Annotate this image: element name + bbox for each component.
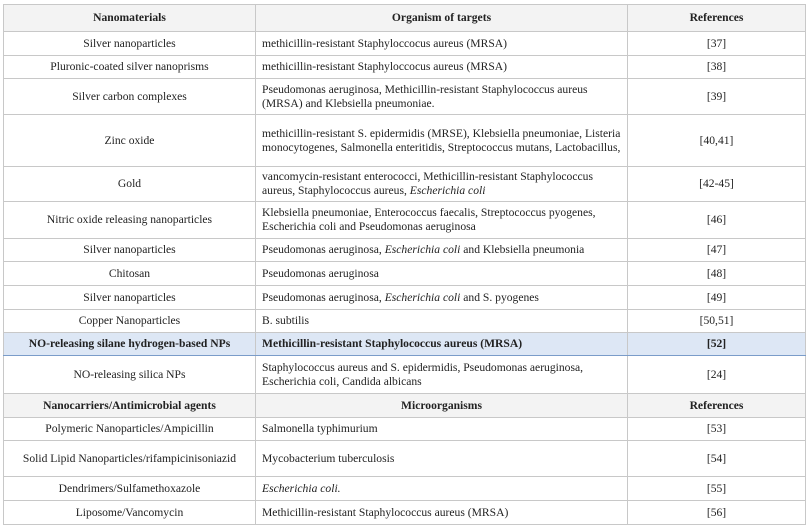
table-row: Gold vancomycin-resistant enterococci, Me… bbox=[3, 166, 806, 202]
reference-cell: References bbox=[627, 393, 806, 418]
organism-cell: Methicillin-resistant Staphylococcus aur… bbox=[255, 500, 628, 525]
organism-cell: Pseudomonas aeruginosa, Escherichia coli… bbox=[255, 285, 628, 310]
reference-cell: [48] bbox=[627, 261, 806, 286]
reference-cell: References bbox=[627, 4, 806, 32]
text: Pseudomonas aeruginosa, bbox=[262, 290, 385, 304]
organism-cell: Pseudomonas aeruginosa, Methicillin-resi… bbox=[255, 78, 628, 115]
material-cell: Silver carbon complexes bbox=[3, 78, 256, 115]
organism-cell: Pseudomonas aeruginosa, Escherichia coli… bbox=[255, 238, 628, 262]
organism-cell: B. subtilis bbox=[255, 309, 628, 333]
organism-cell: Salmonella typhimurium bbox=[255, 417, 628, 441]
reference-cell: [49] bbox=[627, 285, 806, 310]
table-row: Polymeric Nanoparticles/Ampicillin Salmon… bbox=[3, 417, 806, 441]
text: and Klebsiella pneumonia bbox=[460, 243, 585, 256]
reference-cell: [24] bbox=[627, 355, 806, 394]
table-row: Pluronic-coated silver nanoprisms methici… bbox=[3, 55, 806, 79]
table-row: Copper Nanoparticles B. subtilis [50,51] bbox=[3, 309, 806, 333]
table-row: Dendrimers/Sulfamethoxazole Escherichia c… bbox=[3, 476, 806, 501]
material-cell: Chitosan bbox=[3, 261, 256, 286]
organism-cell: Staphylococcus aureus and S. epidermidis… bbox=[255, 355, 628, 394]
italic-text: Escherichia coli bbox=[409, 184, 486, 197]
material-cell: Nanomaterials bbox=[3, 4, 256, 32]
organism-cell: Organism of targets bbox=[255, 4, 628, 32]
data-table: Nanomaterials Organism of targets Referenc… bbox=[3, 4, 806, 525]
table-row: Zinc oxide methicillin-resistant S. epide… bbox=[3, 114, 806, 167]
material-cell: Gold bbox=[3, 166, 256, 202]
text: vancomycin-resistant enterococci, Methic… bbox=[262, 170, 593, 197]
text: and S. pyogenes bbox=[460, 290, 539, 304]
organism-cell: methicillin-resistant Staphyloccocus aur… bbox=[255, 55, 628, 79]
reference-cell: [39] bbox=[627, 78, 806, 115]
reference-cell: [53] bbox=[627, 417, 806, 441]
organism-cell: Escherichia coli. bbox=[255, 476, 628, 501]
table-row: Chitosan Pseudomonas aeruginosa [48] bbox=[3, 261, 806, 286]
table-row: NO-releasing silica NPs Staphylococcus au… bbox=[3, 355, 806, 394]
reference-cell: [56] bbox=[627, 500, 806, 525]
material-cell: Nitric oxide releasing nanoparticles bbox=[3, 201, 256, 239]
organism-cell: Pseudomonas aeruginosa bbox=[255, 261, 628, 286]
material-cell: Polymeric Nanoparticles/Ampicillin bbox=[3, 417, 256, 441]
organism-cell: methicillin-resistant S. epidermidis (MR… bbox=[255, 114, 628, 167]
reference-cell: [46] bbox=[627, 201, 806, 239]
material-cell: Copper Nanoparticles bbox=[3, 309, 256, 333]
table-row: Silver nanoparticles Pseudomonas aerugino… bbox=[3, 238, 806, 262]
reference-cell: [37] bbox=[627, 31, 806, 56]
material-cell: Liposome/Vancomycin bbox=[3, 500, 256, 525]
material-cell: Silver nanoparticles bbox=[3, 31, 256, 56]
reference-cell: [54] bbox=[627, 440, 806, 477]
reference-cell: [38] bbox=[627, 55, 806, 79]
table-row: Nitric oxide releasing nanoparticles Kleb… bbox=[3, 201, 806, 239]
table-row: Silver carbon complexes Pseudomonas aerug… bbox=[3, 78, 806, 115]
organism-cell: Klebsiella pneumoniae, Enterococcus faec… bbox=[255, 201, 628, 239]
organism-cell: vancomycin-resistant enterococci, Methic… bbox=[255, 166, 628, 202]
italic-text: Escherichia coli bbox=[384, 243, 461, 256]
header-row: Nanomaterials Organism of targets Referenc… bbox=[3, 4, 806, 32]
material-cell: NO-releasing silane hydrogen-based NPs bbox=[3, 332, 256, 356]
reference-cell: [47] bbox=[627, 238, 806, 262]
material-cell: Nanocarriers/Antimicrobial agents bbox=[3, 393, 256, 418]
reference-cell: [40,41] bbox=[627, 114, 806, 167]
organism-cell: Methicillin-resistant Staphylococcus aur… bbox=[255, 332, 628, 356]
table-row: NO-releasing silane hydrogen-based NPs Me… bbox=[3, 332, 806, 356]
header-row: Nanocarriers/Antimicrobial agents Microor… bbox=[3, 393, 806, 418]
reference-cell: [55] bbox=[627, 476, 806, 501]
material-cell: Zinc oxide bbox=[3, 114, 256, 167]
reference-cell: [42-45] bbox=[627, 166, 806, 202]
table-row: Solid Lipid Nanoparticles/rifampicinison… bbox=[3, 440, 806, 477]
material-cell: Solid Lipid Nanoparticles/rifampicinison… bbox=[3, 440, 256, 477]
organism-cell: methicillin-resistant Staphyloccocus aur… bbox=[255, 31, 628, 56]
italic-text: Escherichia coli bbox=[384, 290, 461, 304]
organism-cell: Microorganisms bbox=[255, 393, 628, 418]
text: Pseudomonas aeruginosa, bbox=[262, 243, 385, 256]
organism-cell: Mycobacterium tuberculosis bbox=[255, 440, 628, 477]
material-cell: Silver nanoparticles bbox=[3, 285, 256, 310]
table-row: Silver nanoparticles Pseudomonas aerugino… bbox=[3, 285, 806, 310]
reference-cell: [52] bbox=[627, 332, 806, 356]
material-cell: NO-releasing silica NPs bbox=[3, 355, 256, 394]
italic-text: Escherichia coli. bbox=[262, 481, 341, 495]
material-cell: Pluronic-coated silver nanoprisms bbox=[3, 55, 256, 79]
table-row: Liposome/Vancomycin Methicillin-resistant… bbox=[3, 500, 806, 525]
reference-cell: [50,51] bbox=[627, 309, 806, 333]
table-row: Silver nanoparticles methicillin-resistan… bbox=[3, 31, 806, 56]
material-cell: Dendrimers/Sulfamethoxazole bbox=[3, 476, 256, 501]
material-cell: Silver nanoparticles bbox=[3, 238, 256, 262]
